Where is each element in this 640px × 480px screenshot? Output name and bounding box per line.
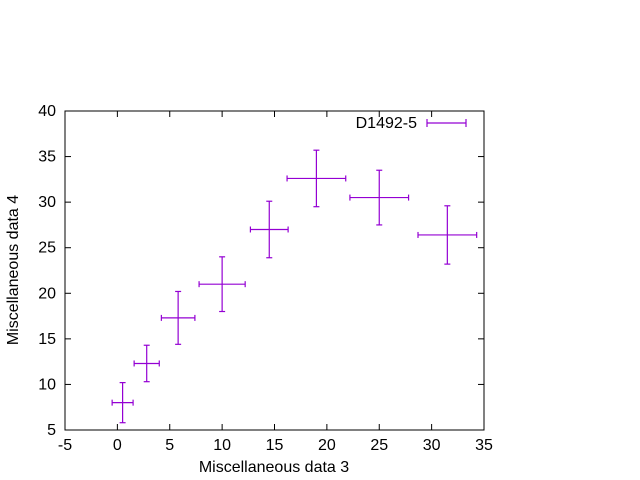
y-tick-label: 35 — [38, 149, 56, 166]
data-point — [160, 290, 196, 345]
y-tick-label: 15 — [38, 331, 56, 348]
data-point — [111, 382, 134, 424]
y-tick-label: 10 — [38, 376, 56, 393]
x-tick-label: -5 — [58, 437, 72, 454]
data-points — [111, 149, 478, 424]
data-point — [249, 200, 289, 259]
data-point — [198, 256, 246, 313]
x-tick-label: 0 — [113, 437, 122, 454]
plot-frame — [64, 110, 485, 431]
plot-border — [64, 110, 485, 431]
x-tick-label: 35 — [475, 437, 493, 454]
y-tick-label: 25 — [38, 240, 56, 257]
y-tick-label: 20 — [38, 285, 56, 302]
x-tick-label: 20 — [318, 437, 336, 454]
legend: D1492-5 — [356, 115, 467, 132]
data-point — [286, 149, 347, 208]
x-tick-label: 15 — [266, 437, 284, 454]
legend-label: D1492-5 — [356, 115, 417, 132]
y-tick-label: 5 — [47, 422, 56, 439]
x-tick-label: 30 — [423, 437, 441, 454]
x-tick-label: 25 — [370, 437, 388, 454]
y-axis-label: Miscellaneous data 4 — [5, 195, 22, 345]
y-tick-label: 30 — [38, 194, 56, 211]
x-tick-label: 5 — [165, 437, 174, 454]
x-axis-ticks: -5 0 5 10 15 20 25 30 35 — [58, 111, 493, 454]
data-point — [133, 344, 160, 383]
x-axis-label: Miscellaneous data 3 — [199, 459, 349, 476]
data-point — [417, 205, 478, 265]
y-axis-ticks: 5 10 15 20 25 30 35 40 — [38, 103, 484, 439]
x-tick-label: 10 — [213, 437, 231, 454]
data-point — [349, 169, 410, 226]
y-tick-label: 40 — [38, 103, 56, 120]
